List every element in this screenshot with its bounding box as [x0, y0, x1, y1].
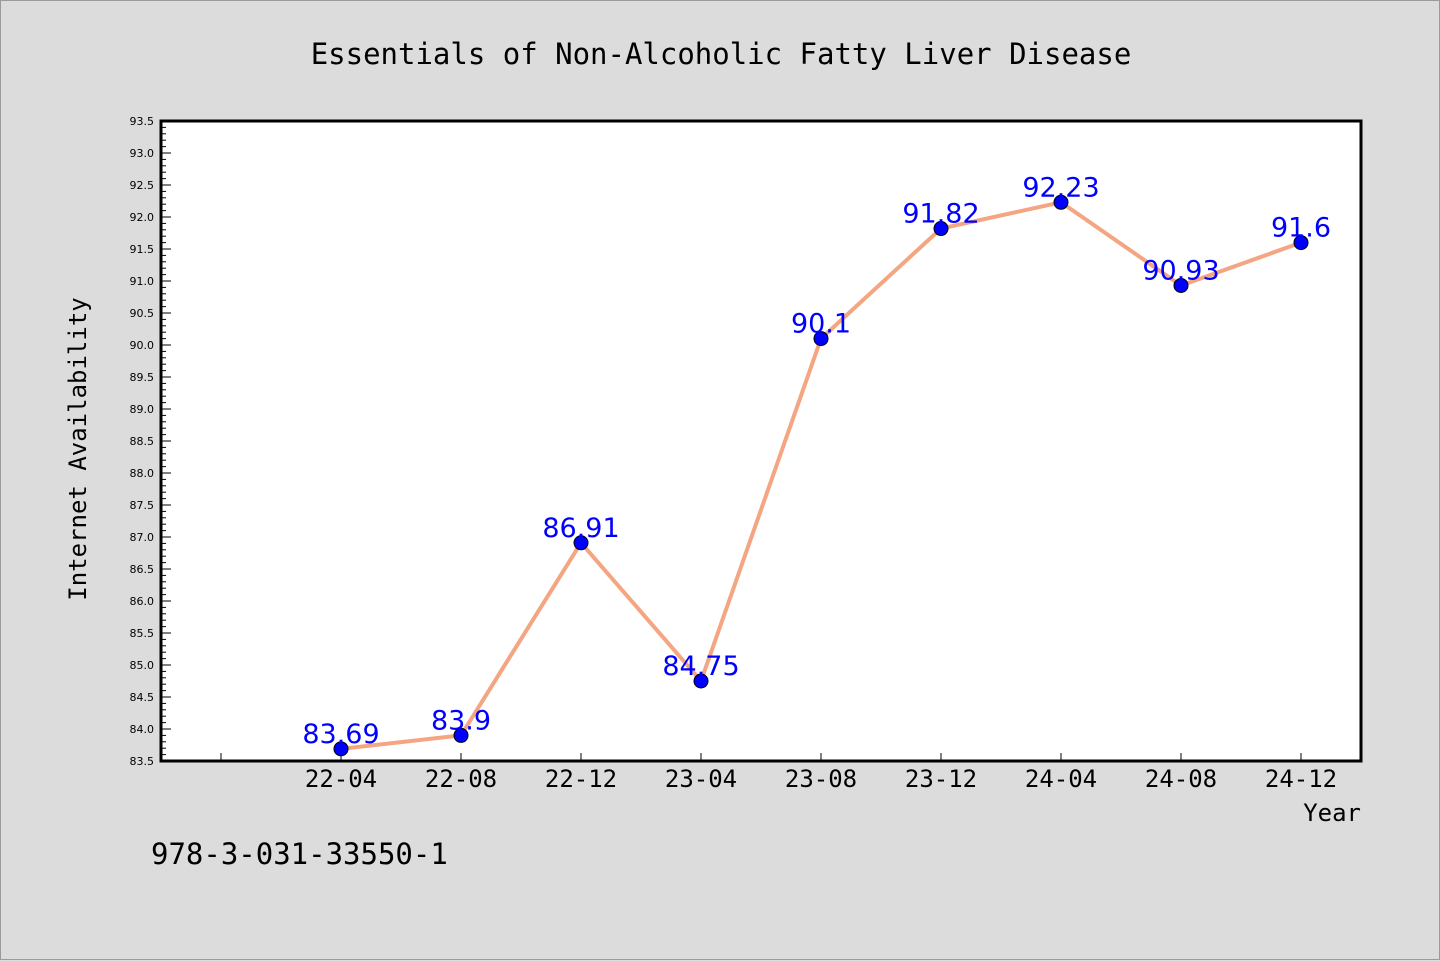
x-tick-label: 24-04 [1025, 765, 1097, 793]
data-label: 91.6 [1271, 213, 1331, 244]
data-point [1053, 194, 1069, 210]
y-tick-label: 92.0 [130, 211, 155, 224]
isbn-label: 978-3-031-33550-1 [151, 837, 448, 871]
data-point [693, 673, 709, 689]
y-tick-label: 90.5 [130, 307, 155, 320]
y-tick-label: 88.0 [130, 467, 155, 480]
data-label: 91.82 [902, 199, 979, 230]
y-tick-label: 87.5 [130, 499, 155, 512]
y-tick-label: 92.5 [130, 179, 155, 192]
y-tick-label: 89.0 [130, 403, 155, 416]
data-label: 86.91 [542, 513, 619, 544]
data-label: 83.9 [431, 705, 491, 736]
data-point [1293, 235, 1309, 251]
data-point [1173, 277, 1189, 293]
y-tick-label: 91.0 [130, 275, 155, 288]
data-label: 90.1 [791, 309, 851, 340]
x-tick-label: 22-12 [545, 765, 617, 793]
y-tick-label: 91.5 [130, 243, 155, 256]
x-tick-label: 24-08 [1145, 765, 1217, 793]
y-tick-label: 90.0 [130, 339, 155, 352]
data-point [933, 221, 949, 237]
y-axis: 83.5 84.0 84.5 85.0 85.5 86.0 86.5 87.0 87.5 88.0… [130, 115, 171, 768]
data-label: 90.93 [1142, 255, 1219, 286]
y-tick-label: 88.5 [130, 435, 155, 448]
chart-title: Essentials of Non-Alcoholic Fatty Liver … [311, 37, 1132, 71]
x-tick-label: 24-12 [1265, 765, 1337, 793]
data-markers [333, 194, 1309, 757]
data-point [813, 331, 829, 347]
y-tick-label: 87.0 [130, 531, 155, 544]
plot-area [159, 119, 1363, 763]
x-tick-label: 23-04 [665, 765, 737, 793]
y-tick-label: 85.0 [130, 659, 155, 672]
data-labels: 83.69 83.9 86.91 84.75 90.1 91.82 92.23 90.93 91… [302, 172, 1331, 750]
y-tick-label: 83.5 [130, 755, 155, 768]
y-axis-title: Internet Availability [64, 297, 92, 600]
x-axis-title: Year [1303, 799, 1361, 827]
y-tick-label: 86.0 [130, 595, 155, 608]
x-tick-label: 23-12 [905, 765, 977, 793]
data-point [333, 741, 349, 757]
x-tick-label: 22-04 [305, 765, 377, 793]
y-tick-label: 84.5 [130, 691, 155, 704]
data-label: 92.23 [1022, 172, 1099, 203]
y-tick-label: 89.5 [130, 371, 155, 384]
y-tick-label: 85.5 [130, 627, 155, 640]
data-point [453, 727, 469, 743]
y-tick-label: 86.5 [130, 563, 155, 576]
x-tick-label: 22-08 [425, 765, 497, 793]
data-label: 84.75 [662, 651, 739, 682]
y-tick-label: 84.0 [130, 723, 155, 736]
y-tick-label: 93.5 [130, 115, 155, 128]
x-tick-label: 23-08 [785, 765, 857, 793]
data-point [573, 535, 589, 551]
data-label: 83.69 [302, 719, 379, 750]
y-tick-label: 93.0 [130, 147, 155, 160]
